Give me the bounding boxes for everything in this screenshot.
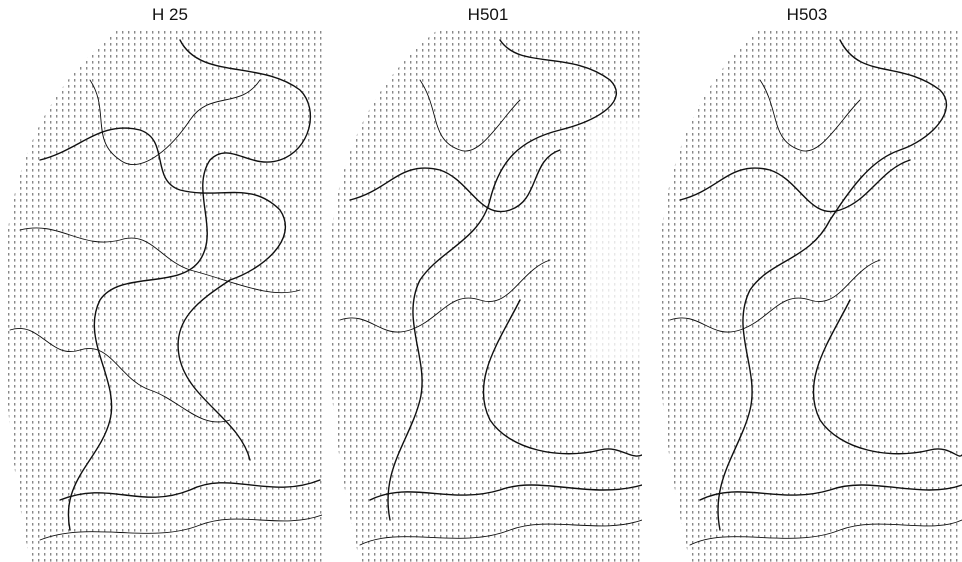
contour-map xyxy=(656,28,962,562)
contour-map xyxy=(326,28,642,562)
panel-title: H 25 xyxy=(152,5,188,24)
panel-title: H501 xyxy=(468,5,509,24)
figure: H 25 H501 H503 xyxy=(0,0,962,562)
panel-title: H503 xyxy=(787,5,828,24)
contour-map xyxy=(0,28,322,562)
